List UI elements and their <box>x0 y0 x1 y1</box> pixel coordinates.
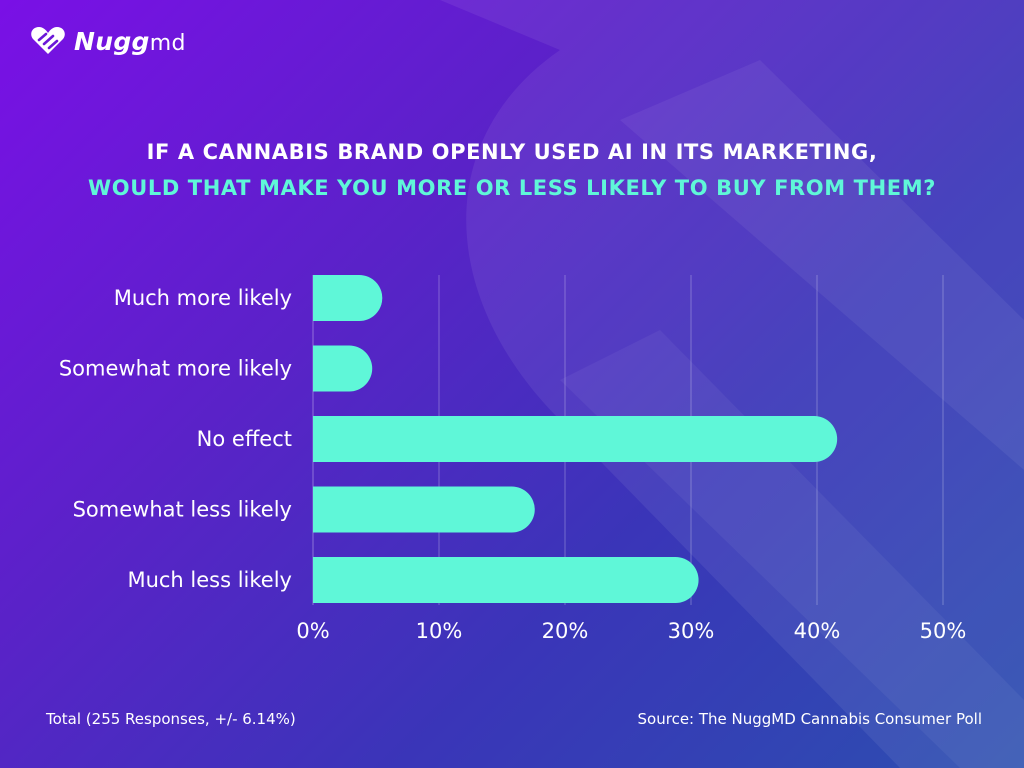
total-responses-note: Total (255 Responses, +/- 6.14%) <box>46 710 296 728</box>
x-tick-label: 10% <box>416 619 463 643</box>
brand-logo: Nuggmd <box>30 26 186 56</box>
category-label: Much more likely <box>114 286 292 310</box>
bar <box>313 416 838 462</box>
heart-logo-icon <box>31 27 65 54</box>
source-note: Source: The NuggMD Cannabis Consumer Pol… <box>637 710 982 728</box>
bar <box>313 275 383 321</box>
x-tick-label: 40% <box>794 619 841 643</box>
x-tick-label: 50% <box>920 619 967 643</box>
bar <box>313 486 535 533</box>
x-tick-label: 30% <box>668 619 715 643</box>
category-label: Somewhat more likely <box>59 357 292 381</box>
bar <box>313 345 373 392</box>
x-tick-label: 0% <box>296 619 329 643</box>
title-line-2: WOULD THAT MAKE YOU MORE OR LESS LIKELY … <box>88 176 936 200</box>
category-label: Somewhat less likely <box>73 498 292 522</box>
category-label: No effect <box>197 427 292 451</box>
chart-title: IF A CANNABIS BRAND OPENLY USED AI IN IT… <box>0 134 1024 206</box>
brand-name: Nuggmd <box>74 26 186 56</box>
x-tick-label: 20% <box>542 619 589 643</box>
title-line-1: IF A CANNABIS BRAND OPENLY USED AI IN IT… <box>146 140 878 164</box>
category-label: Much less likely <box>127 568 292 592</box>
bar <box>313 557 699 603</box>
